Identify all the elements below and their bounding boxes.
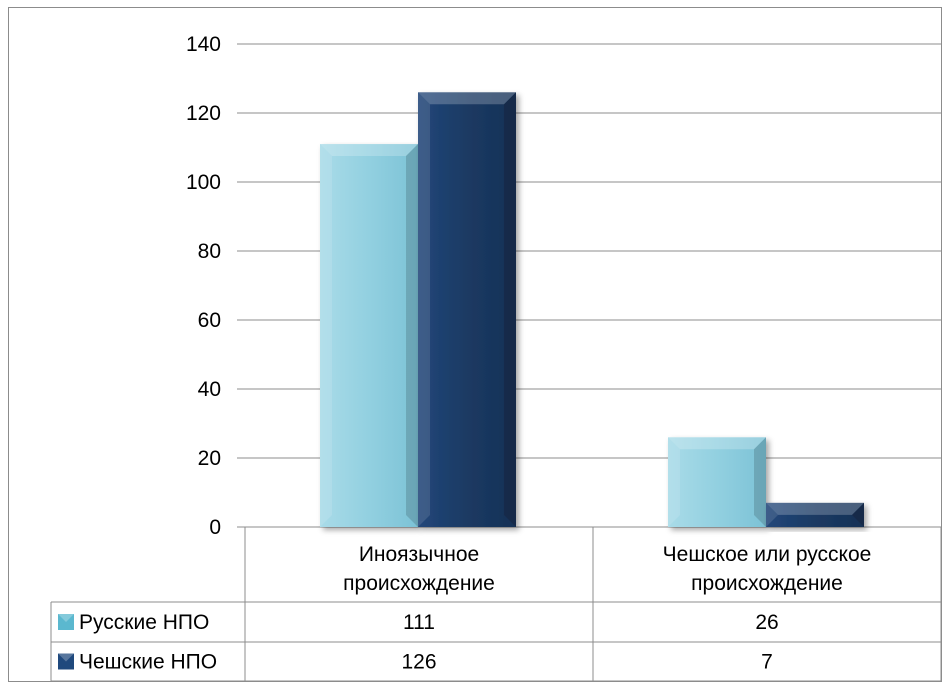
data-table-value: 111 [403,611,435,634]
bar-face [320,144,418,528]
y-tick-label: 40 [198,378,221,401]
category-label: Иноязычное [359,543,479,566]
y-tick-label: 20 [198,447,221,470]
y-tick-label: 100 [186,171,221,194]
legend-marker-face [58,614,74,630]
y-tick-label: 0 [209,516,221,539]
data-table-value: 26 [755,611,778,634]
legend-series-name: Чешские НПО [79,651,217,674]
data-table-value: 126 [401,651,436,674]
y-axis-ticks: 0 20 40 60 80 100 120 140 [186,33,221,539]
category-label: происхождение [691,572,843,595]
bar-bevel-right [406,144,418,528]
bar-bevel-top [766,502,864,515]
legend-marker-face [58,653,74,670]
bar-bevel-left [766,502,778,527]
legend-marker-bevel [58,653,74,662]
y-tick-label: 140 [186,33,221,56]
legend-marker-bevel [58,614,74,622]
legend-marker [58,653,74,670]
bar-chart: 0 20 40 60 80 100 120 140 Иноязычное происхожден… [50,33,941,681]
y-tick-label: 120 [186,102,221,125]
legend-marker [58,614,74,630]
bar-bevel-right [754,437,766,527]
bar-face [668,437,766,527]
bar-face [418,92,516,528]
bar-bevel-top [320,144,418,157]
data-table: Иноязычное происхождение Чешское или русск… [50,527,941,681]
bar [418,92,516,528]
bar-bevel-top [668,437,766,450]
bar-bevel-top [418,92,516,105]
bar-bevel-left [418,92,430,528]
bar [320,144,418,528]
bar [766,502,864,527]
category-label: происхождение [343,572,495,595]
bar-bevel-right [852,502,864,527]
bar-bevel-left [668,437,680,527]
data-table-value: 7 [761,651,773,674]
legend-series-name: Русские НПО [79,611,209,634]
bar-bevel-left [320,144,332,528]
category-label: Чешское или русское [663,543,872,566]
y-tick-label: 60 [198,309,221,332]
bar [668,437,766,527]
bar-bevel-right [504,92,516,528]
chart-frame: 0 20 40 60 80 100 120 140 Иноязычное происхожден… [8,7,942,682]
bars [320,92,864,528]
y-tick-label: 80 [198,240,221,263]
